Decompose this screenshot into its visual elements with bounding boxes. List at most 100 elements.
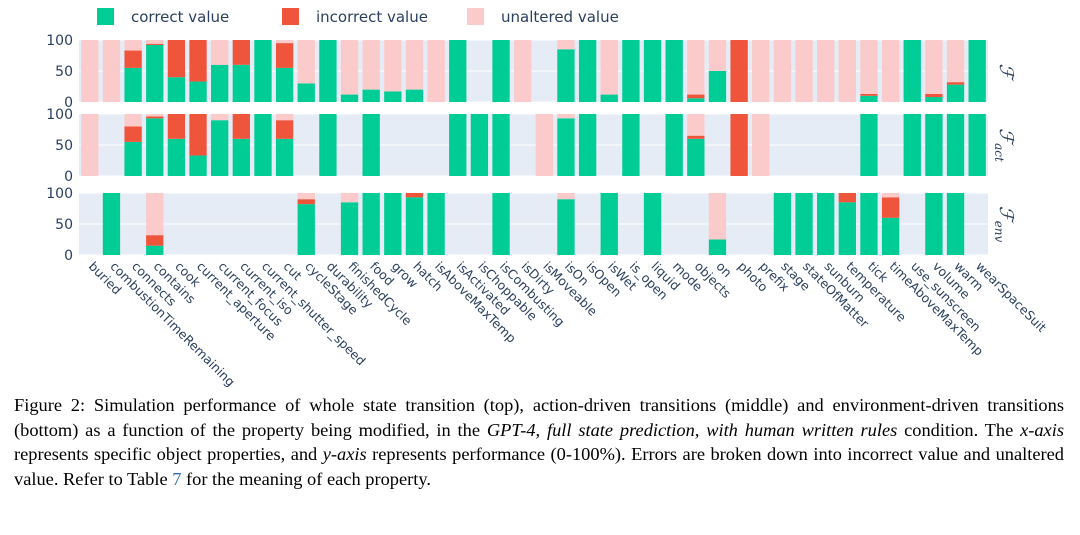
bar-unaltered-isDirty[interactable] bbox=[514, 40, 532, 102]
bar-correct-mode[interactable] bbox=[665, 114, 683, 176]
bar-correct-hatch[interactable] bbox=[405, 197, 424, 255]
bar-unaltered-finishedCycle[interactable] bbox=[340, 40, 359, 95]
bar-correct-wearSpaceSuit[interactable] bbox=[968, 40, 986, 102]
bar-correct-sunburn[interactable] bbox=[817, 193, 835, 255]
bar-unaltered-prefix[interactable] bbox=[752, 40, 770, 102]
bar-correct-isOn[interactable] bbox=[557, 199, 575, 255]
bar-correct-warm[interactable] bbox=[946, 114, 965, 176]
bar-unaltered-buried[interactable] bbox=[81, 40, 99, 102]
bar-incorrect-photo[interactable] bbox=[730, 114, 748, 176]
bar-correct-isCombusting[interactable] bbox=[492, 40, 510, 102]
bar-correct-volume[interactable] bbox=[925, 114, 943, 176]
bar-correct-tick[interactable] bbox=[860, 114, 878, 176]
bar-unaltered-current_focus[interactable] bbox=[211, 114, 229, 121]
bar-correct-current_aperture[interactable] bbox=[189, 81, 207, 102]
bar-correct-contains[interactable] bbox=[146, 245, 164, 255]
bar-unaltered-timeAboveMaxTemp[interactable] bbox=[881, 193, 900, 198]
table-reference-link[interactable]: 7 bbox=[172, 468, 182, 489]
bar-incorrect-cycleStage[interactable] bbox=[297, 199, 315, 205]
bar-unaltered-connects[interactable] bbox=[124, 40, 142, 51]
bar-correct-connects[interactable] bbox=[124, 141, 142, 176]
bar-correct-mode[interactable] bbox=[665, 40, 683, 102]
bar-correct-food[interactable] bbox=[362, 193, 380, 255]
bar-correct-cycleStage[interactable] bbox=[297, 83, 315, 102]
bar-correct-tick[interactable] bbox=[860, 95, 878, 102]
bar-unaltered-contains[interactable] bbox=[146, 193, 164, 236]
bar-incorrect-contains[interactable] bbox=[146, 235, 164, 246]
bar-unaltered-isOn[interactable] bbox=[557, 193, 575, 200]
bar-correct-contains[interactable] bbox=[146, 118, 164, 176]
bar-correct-wearSpaceSuit[interactable] bbox=[968, 114, 986, 176]
bar-correct-isOn[interactable] bbox=[557, 118, 575, 176]
bar-correct-food[interactable] bbox=[362, 114, 380, 176]
bar-incorrect-cut[interactable] bbox=[275, 120, 294, 139]
bar-correct-grow[interactable] bbox=[384, 193, 402, 255]
bar-incorrect-cook[interactable] bbox=[167, 40, 186, 78]
bar-incorrect-connects[interactable] bbox=[124, 50, 142, 68]
bar-incorrect-objects[interactable] bbox=[687, 94, 705, 99]
bar-correct-current_focus[interactable] bbox=[211, 120, 229, 176]
bar-incorrect-current_iso[interactable] bbox=[232, 40, 250, 65]
bar-incorrect-current_iso[interactable] bbox=[232, 114, 250, 139]
bar-incorrect-contains[interactable] bbox=[146, 43, 164, 45]
bar-incorrect-tick[interactable] bbox=[860, 93, 878, 96]
bar-correct-isChoppable[interactable] bbox=[470, 114, 489, 176]
bar-correct-isOn[interactable] bbox=[557, 49, 575, 102]
bar-correct-current_iso[interactable] bbox=[232, 64, 250, 102]
bar-incorrect-current_aperture[interactable] bbox=[189, 40, 207, 82]
bar-unaltered-temperature[interactable] bbox=[838, 40, 856, 102]
bar-unaltered-connects[interactable] bbox=[124, 114, 142, 127]
bar-incorrect-warm[interactable] bbox=[946, 82, 965, 85]
bar-unaltered-objects[interactable] bbox=[687, 114, 705, 136]
bar-unaltered-isOn[interactable] bbox=[557, 40, 575, 50]
bar-unaltered-prefix[interactable] bbox=[752, 114, 770, 176]
bar-correct-isOpen[interactable] bbox=[578, 40, 597, 102]
bar-incorrect-hatch[interactable] bbox=[405, 193, 424, 198]
bar-correct-isActivated[interactable] bbox=[449, 40, 467, 102]
bar-correct-liquid[interactable] bbox=[643, 40, 662, 102]
bar-unaltered-buried[interactable] bbox=[81, 114, 99, 176]
bar-unaltered-current_focus[interactable] bbox=[211, 40, 229, 65]
bar-correct-temperature[interactable] bbox=[838, 202, 856, 255]
bar-correct-stage[interactable] bbox=[773, 193, 792, 255]
bar-correct-isWet[interactable] bbox=[600, 193, 618, 255]
bar-unaltered-cycleStage[interactable] bbox=[297, 193, 315, 200]
bar-incorrect-current_aperture[interactable] bbox=[189, 114, 207, 156]
bar-incorrect-photo[interactable] bbox=[730, 40, 748, 102]
bar-unaltered-on[interactable] bbox=[708, 40, 727, 71]
bar-unaltered-hatch[interactable] bbox=[405, 40, 424, 90]
bar-correct-isActivated[interactable] bbox=[449, 114, 467, 176]
bar-unaltered-finishedCycle[interactable] bbox=[340, 193, 359, 203]
bar-correct-current_iso[interactable] bbox=[232, 138, 250, 176]
bar-correct-isCombusting[interactable] bbox=[492, 114, 510, 176]
bar-unaltered-isWet[interactable] bbox=[600, 40, 618, 95]
bar-incorrect-contains[interactable] bbox=[146, 116, 164, 119]
bar-incorrect-timeAboveMaxTemp[interactable] bbox=[881, 197, 900, 218]
bar-incorrect-volume[interactable] bbox=[925, 93, 943, 98]
bar-correct-volume[interactable] bbox=[925, 97, 943, 102]
bar-incorrect-connects[interactable] bbox=[124, 126, 142, 142]
bar-correct-cut[interactable] bbox=[275, 138, 294, 176]
bar-correct-is_open[interactable] bbox=[622, 40, 640, 102]
bar-correct-cook[interactable] bbox=[167, 138, 186, 176]
bar-correct-objects[interactable] bbox=[687, 98, 705, 102]
bar-unaltered-timeAboveMaxTemp[interactable] bbox=[881, 40, 900, 102]
bar-correct-cook[interactable] bbox=[167, 77, 186, 102]
bar-unaltered-contains[interactable] bbox=[146, 40, 164, 44]
bar-unaltered-isAboveMaxTemp[interactable] bbox=[427, 40, 445, 102]
bar-correct-volume[interactable] bbox=[925, 193, 943, 255]
bar-correct-hatch[interactable] bbox=[405, 89, 424, 102]
bar-correct-current_focus[interactable] bbox=[211, 64, 229, 102]
bar-correct-contains[interactable] bbox=[146, 44, 164, 102]
bar-unaltered-stage[interactable] bbox=[773, 40, 792, 102]
bar-correct-combustionTimeRemaining[interactable] bbox=[102, 193, 121, 255]
bar-incorrect-objects[interactable] bbox=[687, 135, 705, 139]
bar-correct-stateOfMatter[interactable] bbox=[795, 193, 813, 255]
bar-unaltered-warm[interactable] bbox=[946, 40, 965, 83]
bar-correct-cut[interactable] bbox=[275, 67, 294, 102]
bar-unaltered-food[interactable] bbox=[362, 40, 380, 90]
bar-unaltered-contains[interactable] bbox=[146, 114, 164, 117]
bar-correct-isCombusting[interactable] bbox=[492, 193, 510, 255]
bar-correct-timeAboveMaxTemp[interactable] bbox=[881, 217, 900, 255]
bar-correct-durability[interactable] bbox=[319, 114, 337, 176]
